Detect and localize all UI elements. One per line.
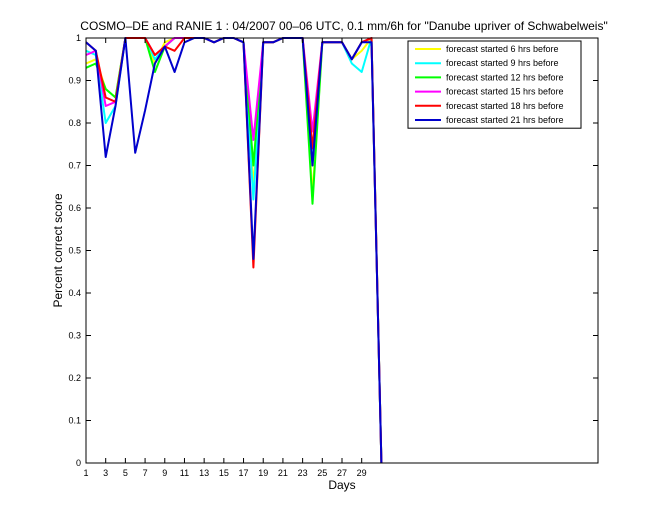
y-tick-label: 0.5 [68, 246, 81, 256]
x-axis-label: Days [328, 478, 355, 492]
x-tick-label: 15 [219, 468, 229, 478]
legend-label-2: forecast started 9 hrs before [446, 58, 559, 68]
y-tick-label: 0.2 [68, 373, 81, 383]
x-tick-label: 7 [143, 468, 148, 478]
y-tick-label: 0.7 [68, 161, 81, 171]
y-tick-label: 0.9 [68, 76, 81, 86]
ticks-layer: 1 3 5 7 9 11 13 15 17 19 21 23 25 27 2900.10.20.30.40.… [68, 33, 598, 478]
legend-label-3: forecast started 12 hrs before [446, 72, 564, 82]
x-tick-label: 5 [123, 468, 128, 478]
y-tick-label: 1 [76, 33, 81, 43]
y-tick-label: 0.4 [68, 288, 81, 298]
x-tick-label: 3 [103, 468, 108, 478]
x-tick-label: 19 [258, 468, 268, 478]
y-tick-label: 0.6 [68, 203, 81, 213]
chart-title: COSMO–DE and RANIE 1 : 04/2007 00–06 UTC… [80, 19, 607, 33]
x-tick-label: 1 [83, 468, 88, 478]
legend-box [407, 40, 582, 129]
legend-label-5: forecast started 18 hrs before [446, 101, 564, 111]
x-tick-label: 23 [298, 468, 308, 478]
x-tick-label: 17 [239, 468, 249, 478]
x-tick-label: 9 [162, 468, 167, 478]
legend-label-4: forecast started 15 hrs before [446, 87, 564, 97]
x-tick-label: 25 [317, 468, 327, 478]
x-tick-label: 13 [199, 468, 209, 478]
legend: forecast started 6 hrs before forecast st… [407, 40, 582, 129]
x-tick-label: 21 [278, 468, 288, 478]
y-tick-label: 0.1 [68, 416, 81, 426]
legend-label-1: forecast started 6 hrs before [446, 44, 559, 54]
x-tick-label: 11 [180, 468, 189, 478]
y-tick-label: 0 [76, 458, 81, 468]
y-tick-label: 0.8 [68, 118, 81, 128]
x-tick-label: 27 [337, 468, 347, 478]
x-tick-label: 29 [357, 468, 367, 478]
legend-label-6: forecast started 21 hrs before [446, 115, 564, 125]
y-axis-label: Percent correct score [51, 193, 65, 307]
y-tick-label: 0.3 [68, 331, 81, 341]
